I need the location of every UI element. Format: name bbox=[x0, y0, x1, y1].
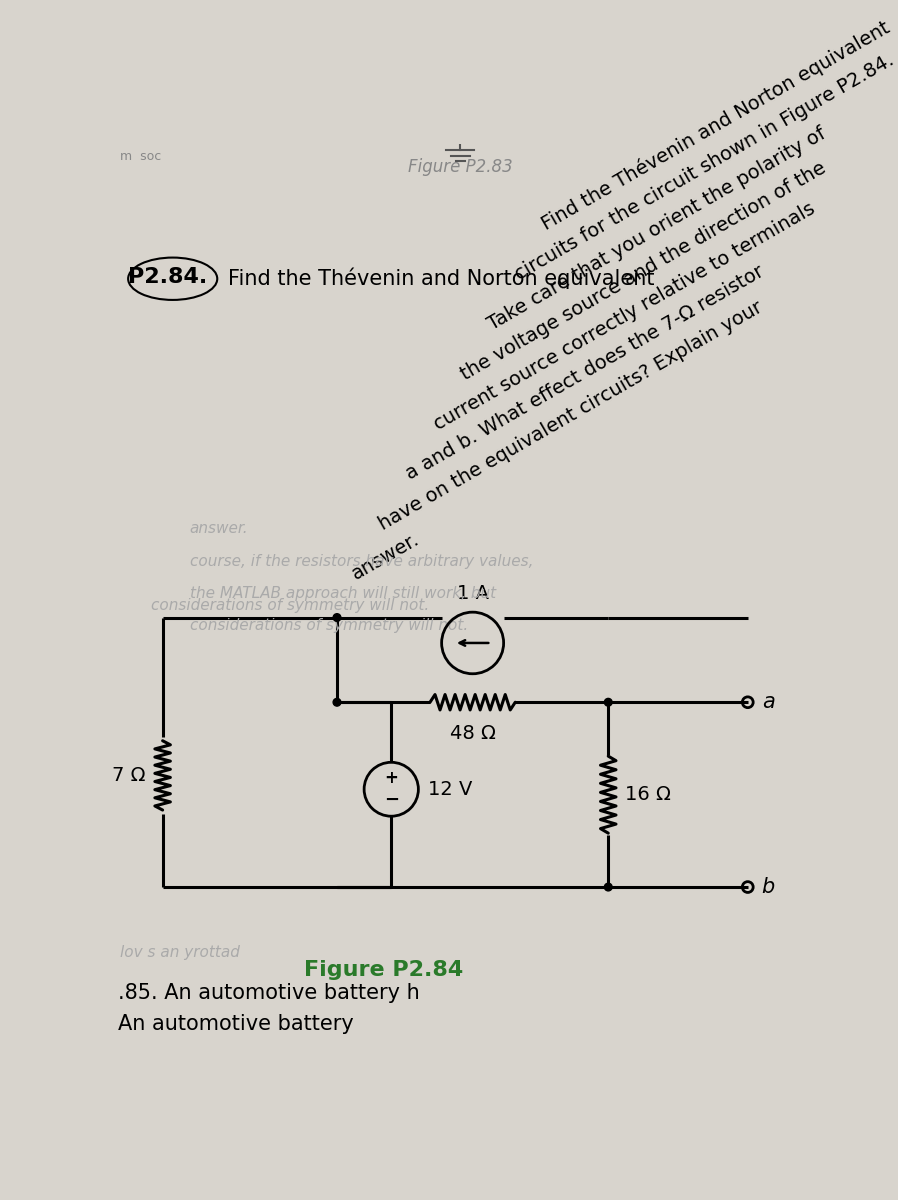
Text: 48 Ω: 48 Ω bbox=[450, 724, 496, 743]
Text: a: a bbox=[762, 692, 774, 713]
Text: Figure P2.83: Figure P2.83 bbox=[408, 158, 513, 176]
Text: +: + bbox=[384, 769, 398, 787]
Text: Find the Thévenin and Norton equivalent: Find the Thévenin and Norton equivalent bbox=[228, 268, 655, 289]
Text: P2.84.: P2.84. bbox=[128, 268, 207, 287]
Circle shape bbox=[333, 698, 341, 706]
Text: the MATLAB approach will still work, but: the MATLAB approach will still work, but bbox=[189, 586, 496, 601]
Text: Figure P2.84: Figure P2.84 bbox=[304, 960, 463, 980]
Text: 7 Ω: 7 Ω bbox=[112, 766, 145, 785]
Circle shape bbox=[604, 698, 612, 706]
Text: Find the Thévenin and Norton equivalent: Find the Thévenin and Norton equivalent bbox=[539, 18, 894, 234]
Text: course, if the resistors have arbitrary values,: course, if the resistors have arbitrary … bbox=[189, 553, 533, 569]
Text: b: b bbox=[762, 877, 775, 898]
Text: answer.: answer. bbox=[189, 521, 249, 536]
Text: m  soc: m soc bbox=[120, 150, 162, 163]
Text: Take care that you orient the polarity of: Take care that you orient the polarity o… bbox=[484, 124, 829, 334]
Text: a and b. What effect does the 7-Ω resistor: a and b. What effect does the 7-Ω resist… bbox=[403, 263, 768, 484]
Circle shape bbox=[333, 613, 341, 622]
Text: considerations of symmetry will not.: considerations of symmetry will not. bbox=[151, 599, 429, 613]
Text: 12 V: 12 V bbox=[427, 780, 472, 799]
Text: considerations of symmetry will not.: considerations of symmetry will not. bbox=[189, 618, 468, 634]
Text: current source correctly relative to terminals: current source correctly relative to ter… bbox=[430, 199, 818, 434]
Circle shape bbox=[604, 883, 612, 890]
Text: answer.: answer. bbox=[348, 530, 423, 584]
Text: the voltage source and the direction of the: the voltage source and the direction of … bbox=[457, 158, 829, 384]
Text: lov s an yrottad: lov s an yrottad bbox=[120, 944, 240, 960]
Text: 1 A: 1 A bbox=[456, 584, 489, 602]
Text: circuits for the circuit shown in Figure P2.84.: circuits for the circuit shown in Figure… bbox=[511, 50, 897, 283]
Text: An automotive battery: An automotive battery bbox=[119, 1014, 354, 1034]
Text: 16 Ω: 16 Ω bbox=[625, 785, 671, 804]
Text: have on the equivalent circuits? Explain your: have on the equivalent circuits? Explain… bbox=[375, 298, 766, 534]
Text: .85. An automotive battery h: .85. An automotive battery h bbox=[119, 983, 420, 1003]
Text: −: − bbox=[383, 791, 399, 809]
